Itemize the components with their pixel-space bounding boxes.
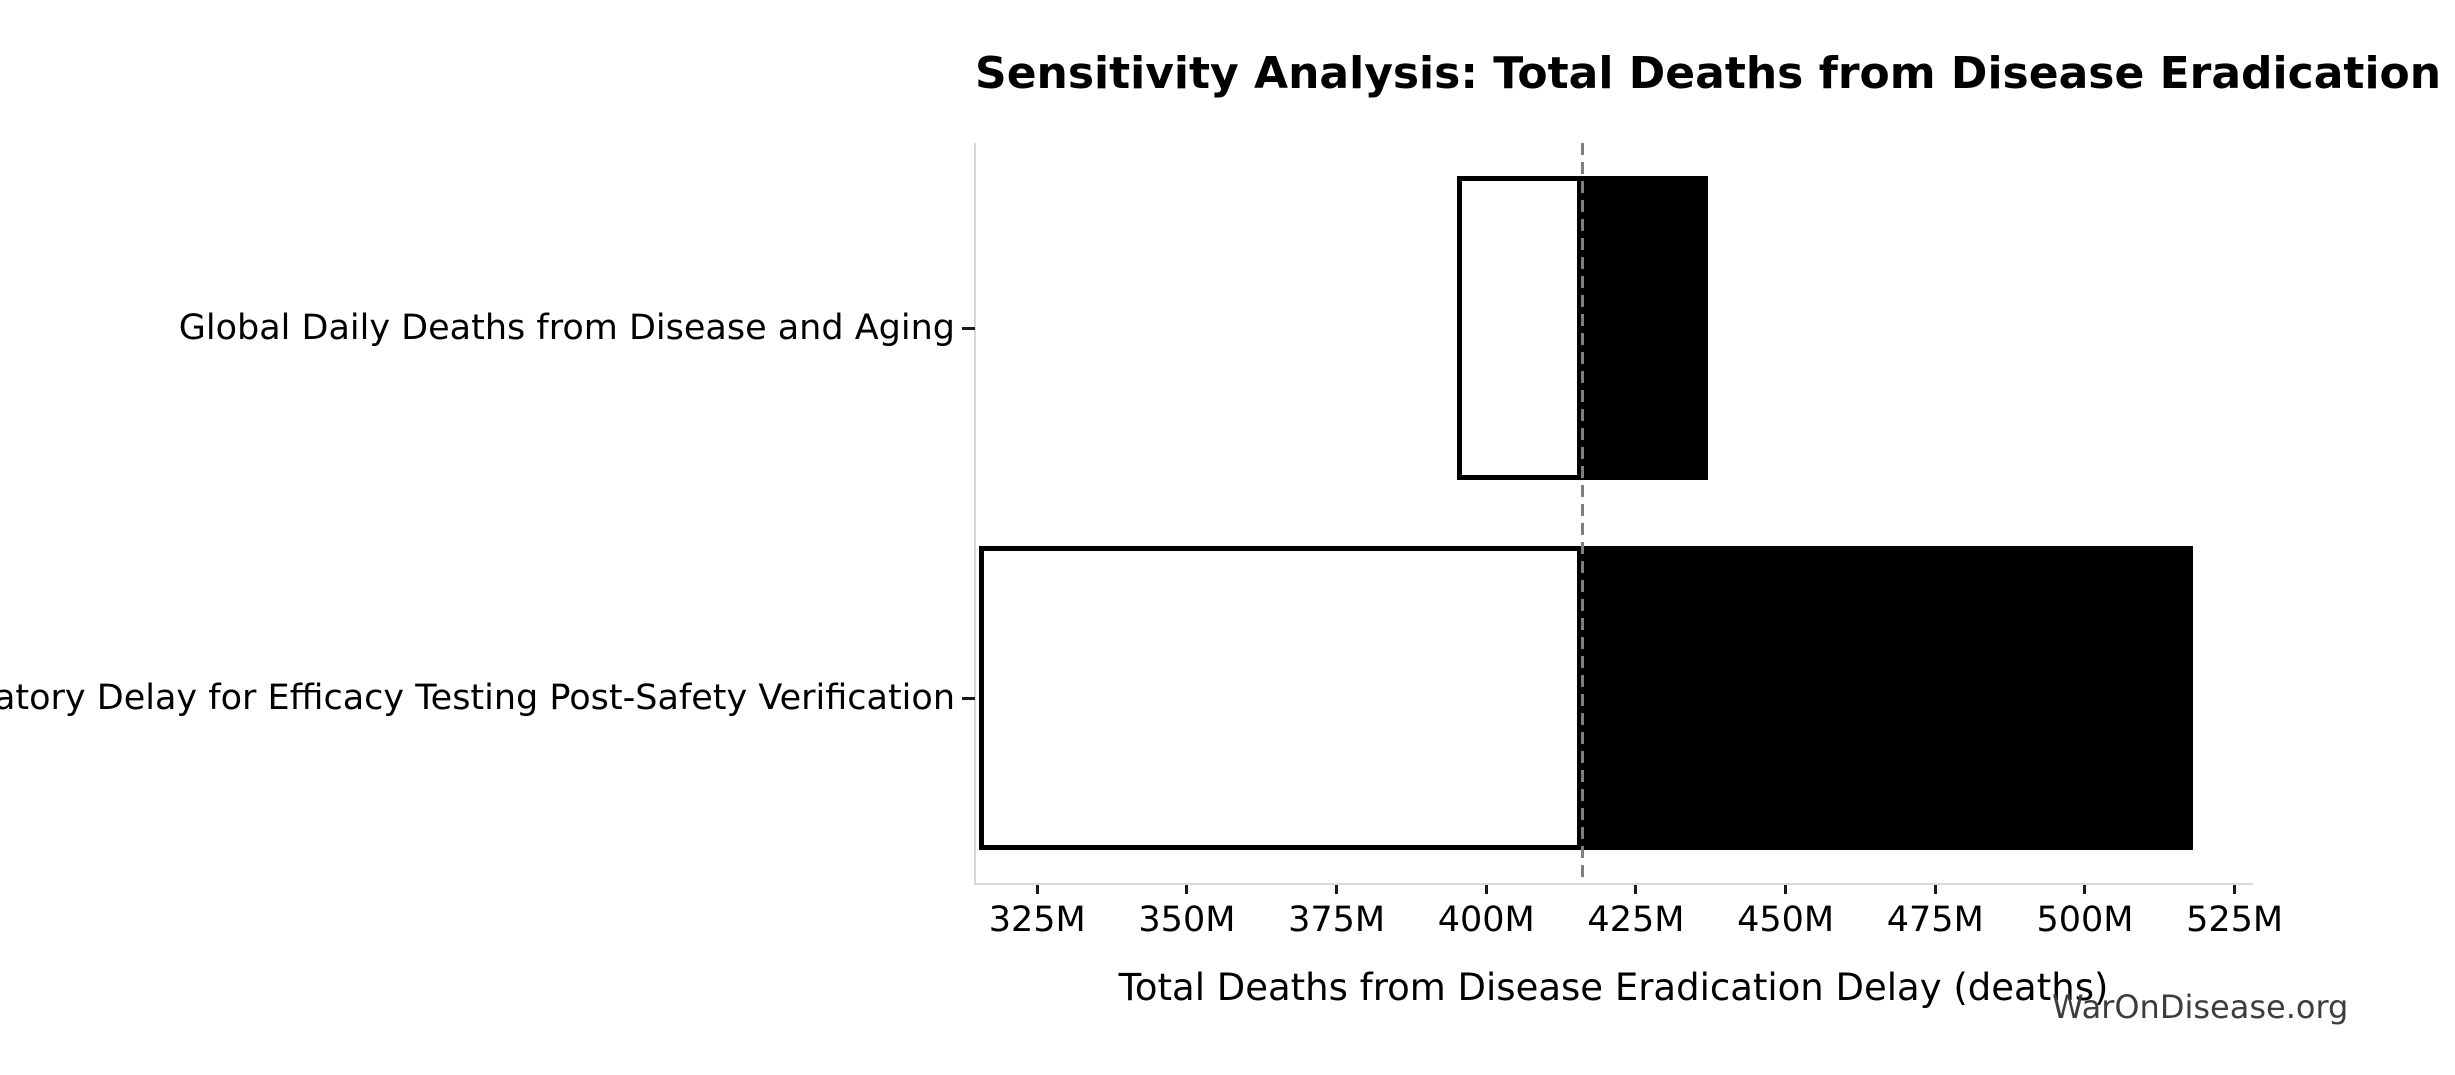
bar-low-segment: [978, 546, 1583, 850]
x-axis-tick: [2083, 885, 2087, 894]
x-axis-tick-label: 475M: [1886, 900, 1984, 940]
y-axis-tick: [962, 326, 975, 330]
y-axis-tick: [962, 696, 975, 700]
bar-high-segment: [1582, 176, 1708, 480]
bar-high-segment: [1582, 546, 2193, 850]
bar-low-segment: [1456, 176, 1583, 480]
x-axis-tick: [1484, 885, 1488, 894]
x-axis-tick: [1185, 885, 1189, 894]
x-axis-tick: [1634, 885, 1638, 894]
x-axis-tick-label: 350M: [1138, 900, 1236, 940]
x-axis-tick-label: 325M: [988, 900, 1086, 940]
watermark: WarOnDisease.org: [2052, 988, 2349, 1026]
x-axis-tick-label: 400M: [1437, 900, 1535, 940]
x-axis-tick-label: 450M: [1737, 900, 1835, 940]
x-axis-spine: [974, 883, 2253, 885]
baseline-line: [1580, 143, 1584, 883]
x-axis-tick-label: 425M: [1587, 900, 1685, 940]
x-axis-tick: [1335, 885, 1339, 894]
x-axis-tick: [1933, 885, 1937, 894]
chart-title: Sensitivity Analysis: Total Deaths from …: [975, 48, 2455, 99]
y-axis-spine: [974, 143, 976, 885]
x-axis-tick: [1035, 885, 1039, 894]
category-label: Global Daily Deaths from Disease and Agi…: [178, 308, 955, 348]
category-label: Regulatory Delay for Efficacy Testing Po…: [0, 678, 955, 718]
x-axis-tick: [2233, 885, 2237, 894]
x-axis-tick: [1784, 885, 1788, 894]
x-axis-tick-label: 525M: [2186, 900, 2284, 940]
x-axis-tick-label: 500M: [2036, 900, 2134, 940]
x-axis-label: Total Deaths from Disease Eradication De…: [1118, 966, 2109, 1009]
x-axis-tick-label: 375M: [1288, 900, 1386, 940]
